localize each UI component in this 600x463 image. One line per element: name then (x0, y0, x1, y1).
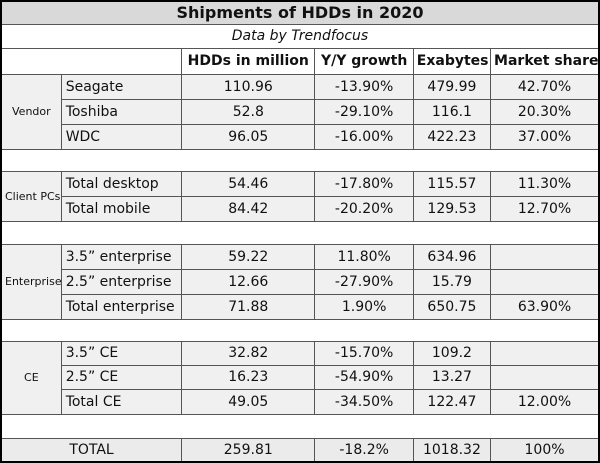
header-blank-cell (0, 47, 183, 75)
share-value (490, 340, 600, 366)
share-value: 11.30% (490, 170, 600, 197)
share-value: 12.70% (490, 195, 600, 222)
growth-value: -15.70% (314, 340, 414, 366)
total-share-value: 100% (490, 437, 600, 463)
table-row: CE 3.5” CE 32.82 -15.70% 109.2 (0, 340, 600, 415)
exabytes-value: 115.57 (412, 170, 492, 197)
table-row: Total CE 49.05 -34.50% 122.47 12.00% (1, 388, 600, 415)
growth-value: -20.20% (314, 195, 414, 222)
hdds-value: 110.96 (181, 73, 316, 100)
growth-value: 1.90% (314, 293, 414, 320)
total-row: TOTAL 259.81 -18.2% 1018.32 100% (0, 437, 600, 463)
row-label: Total mobile (60, 195, 183, 222)
row-label: 2.5” CE (60, 364, 183, 390)
group-label-enterprise: Enterprise (0, 243, 62, 320)
hdds-value: 59.22 (181, 243, 316, 270)
col-header-growth: Y/Y growth (314, 47, 414, 75)
exabytes-value: 479.99 (412, 73, 492, 100)
exabytes-value: 13.27 (412, 364, 492, 390)
table-row: Vendor Seagate 110.96 -13.90% 479.99 42.… (0, 73, 600, 150)
growth-value: -54.90% (314, 364, 414, 390)
subtitle: Data by Trendfocus (1, 23, 599, 49)
share-value: 12.00% (490, 388, 600, 415)
spacer-row (1, 148, 599, 172)
exabytes-value: 129.53 (412, 195, 492, 222)
table-row: Total enterprise 71.88 1.90% 650.75 63.9… (1, 293, 600, 320)
total-label: TOTAL (0, 437, 183, 463)
total-growth-value: -18.2% (314, 437, 414, 463)
share-value: 37.00% (490, 123, 600, 150)
row-label: Total desktop (60, 170, 183, 197)
share-value: 42.70% (490, 73, 600, 100)
exabytes-value: 116.1 (412, 98, 492, 125)
hdds-value: 84.42 (181, 195, 316, 222)
table-row: Client PCs Total desktop 54.46 -17.80% 1… (0, 170, 600, 222)
row-label: Seagate (60, 73, 183, 100)
col-header-hdds: HDDs in million (181, 47, 316, 75)
table-row: Total mobile 84.42 -20.20% 129.53 12.70% (1, 195, 600, 222)
group-label-client-pcs: Client PCs (0, 170, 62, 222)
share-value: 20.30% (490, 98, 600, 125)
col-header-market-share: Market share (490, 47, 600, 75)
total-hdds-value: 259.81 (181, 437, 316, 463)
hdds-value: 32.82 (181, 340, 316, 366)
growth-value: -27.90% (314, 268, 414, 295)
hdds-value: 96.05 (181, 123, 316, 150)
row-label: 2.5” enterprise (60, 268, 183, 295)
spacer-row (1, 220, 599, 245)
exabytes-value: 650.75 (412, 293, 492, 320)
growth-value: -29.10% (314, 98, 414, 125)
row-label: Toshiba (60, 98, 183, 125)
hdds-value: 52.8 (181, 98, 316, 125)
share-value (490, 268, 600, 295)
table-row: 2.5” CE 16.23 -54.90% 13.27 (1, 364, 600, 390)
group-label-vendor: Vendor (0, 73, 62, 150)
group-label-ce: CE (0, 340, 62, 415)
spacer-row (1, 318, 599, 342)
page-title: Shipments of HDDs in 2020 (1, 0, 599, 25)
share-value (490, 364, 600, 390)
row-label: WDC (60, 123, 183, 150)
spacer-row (1, 413, 599, 439)
table-row: Enterprise 3.5” enterprise 59.22 11.80% … (0, 243, 600, 320)
exabytes-value: 422.23 (412, 123, 492, 150)
growth-value: -16.00% (314, 123, 414, 150)
hdds-value: 71.88 (181, 293, 316, 320)
growth-value: -17.80% (314, 170, 414, 197)
exabytes-value: 15.79 (412, 268, 492, 295)
share-value (490, 243, 600, 270)
share-value: 63.90% (490, 293, 600, 320)
hdds-value: 16.23 (181, 364, 316, 390)
row-label: 3.5” CE (60, 340, 183, 366)
exabytes-value: 109.2 (412, 340, 492, 366)
row-label: Total enterprise (60, 293, 183, 320)
exabytes-value: 634.96 (412, 243, 492, 270)
row-label: 3.5” enterprise (60, 243, 183, 270)
growth-value: 11.80% (314, 243, 414, 270)
growth-value: -13.90% (314, 73, 414, 100)
exabytes-value: 122.47 (412, 388, 492, 415)
growth-value: -34.50% (314, 388, 414, 415)
table-row: WDC 96.05 -16.00% 422.23 37.00% (1, 123, 600, 150)
hdds-value: 54.46 (181, 170, 316, 197)
hdds-value: 12.66 (181, 268, 316, 295)
total-exabytes-value: 1018.32 (412, 437, 492, 463)
hdds-value: 49.05 (181, 388, 316, 415)
row-label: Total CE (60, 388, 183, 415)
col-header-exabytes: Exabytes (412, 47, 492, 75)
table-row: 2.5” enterprise 12.66 -27.90% 15.79 (1, 268, 600, 295)
table-row: Toshiba 52.8 -29.10% 116.1 20.30% (1, 98, 600, 125)
